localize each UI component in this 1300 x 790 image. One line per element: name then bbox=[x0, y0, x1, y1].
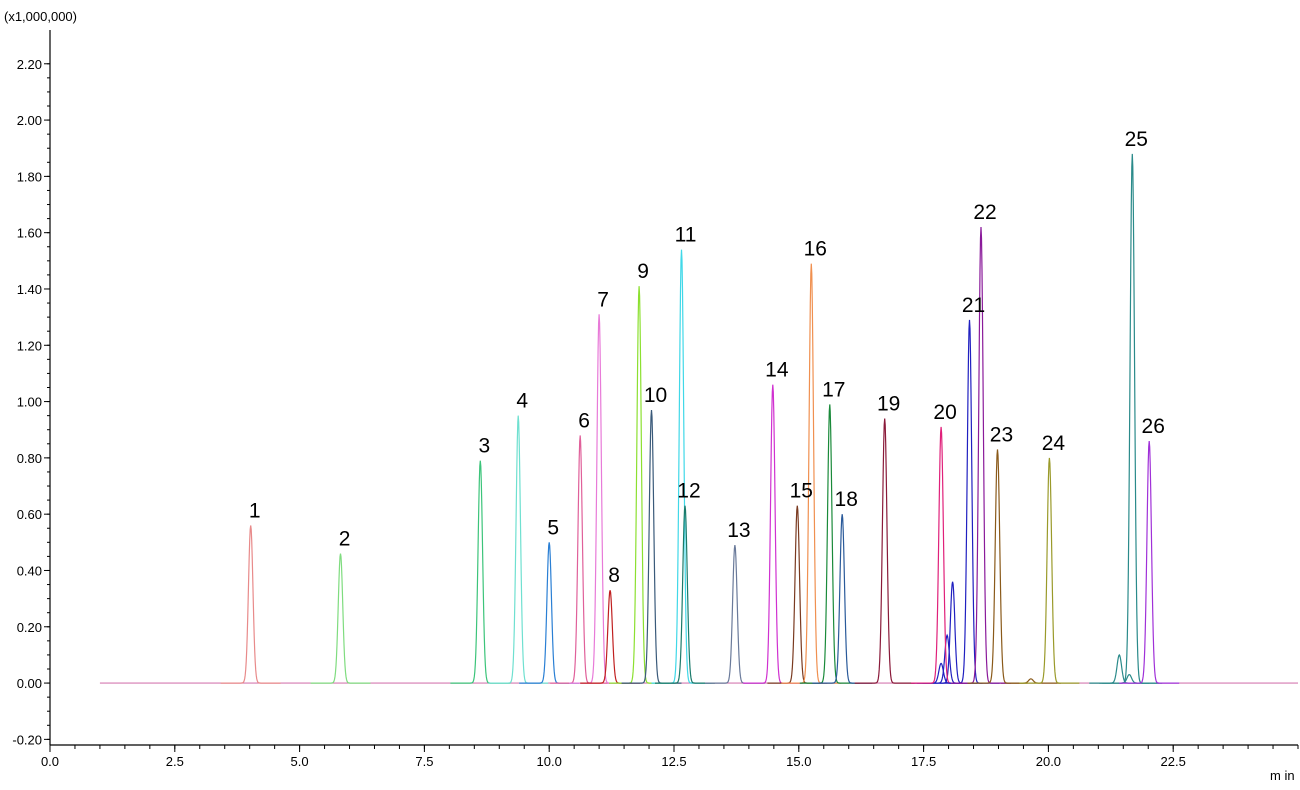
peak-trace-23 bbox=[967, 449, 1028, 684]
peak-label-8: 8 bbox=[608, 564, 620, 587]
peak-label-26: 26 bbox=[1142, 415, 1165, 438]
x-tick-label: 17.5 bbox=[911, 754, 936, 769]
x-tick-label: 15.0 bbox=[786, 754, 811, 769]
peak-label-3: 3 bbox=[478, 435, 490, 458]
peak-trace-16 bbox=[781, 263, 842, 684]
peak-trace-22 bbox=[951, 226, 1011, 684]
peak-label-18: 18 bbox=[835, 488, 858, 511]
peak-label-14: 14 bbox=[765, 359, 789, 382]
x-tick-label: 12.5 bbox=[661, 754, 686, 769]
y-tick-label: 1.20 bbox=[17, 338, 42, 353]
peak-trace-9 bbox=[609, 286, 669, 684]
peak-label-5: 5 bbox=[547, 516, 559, 539]
x-tick-label: 10.0 bbox=[537, 754, 562, 769]
minor-peak-trace bbox=[1099, 673, 1160, 684]
peak-label-9: 9 bbox=[637, 260, 649, 283]
x-unit-label: m in bbox=[1270, 768, 1295, 783]
y-multiplier-label: (x1,000,000) bbox=[4, 9, 77, 24]
peak-label-16: 16 bbox=[804, 238, 827, 261]
peak-label-24: 24 bbox=[1042, 432, 1066, 455]
peak-label-1: 1 bbox=[249, 499, 261, 522]
peak-trace-20 bbox=[911, 426, 971, 684]
peak-trace-2 bbox=[310, 553, 371, 684]
x-tick-label: 5.0 bbox=[291, 754, 309, 769]
peak-label-20: 20 bbox=[933, 401, 956, 424]
y-tick-label: 0.20 bbox=[17, 620, 42, 635]
peak-label-10: 10 bbox=[644, 384, 667, 407]
peak-trace-1 bbox=[220, 525, 281, 684]
x-tick-label: 2.5 bbox=[166, 754, 184, 769]
y-tick-label: 2.20 bbox=[17, 57, 42, 72]
x-tick-label: 20.0 bbox=[1036, 754, 1061, 769]
peak-label-15: 15 bbox=[790, 480, 813, 503]
minor-peak-trace bbox=[1089, 653, 1150, 684]
y-tick-label: 1.80 bbox=[17, 169, 42, 184]
peak-label-23: 23 bbox=[990, 423, 1013, 446]
peak-trace-21 bbox=[939, 319, 1000, 684]
y-tick-label: 0.60 bbox=[17, 507, 42, 522]
peak-trace-25 bbox=[1102, 153, 1163, 684]
y-tick-label: 1.60 bbox=[17, 226, 42, 241]
peak-label-25: 25 bbox=[1125, 128, 1148, 151]
peak-trace-8 bbox=[580, 590, 641, 684]
axes: -0.20 0.00 0.20 0.40 0.60 0.80 1.00 1.20 1.40 1.6… bbox=[12, 30, 1299, 769]
y-tick-label: 0.00 bbox=[17, 676, 42, 691]
peak-trace-10 bbox=[621, 409, 682, 684]
x-tick-label: 7.5 bbox=[415, 754, 433, 769]
peak-trace-26 bbox=[1119, 440, 1180, 684]
y-tick-label: 1.00 bbox=[17, 395, 42, 410]
peak-label-4: 4 bbox=[516, 390, 528, 413]
y-tick-label: 2.00 bbox=[17, 113, 42, 128]
minor-peak-trace bbox=[1001, 678, 1061, 684]
peak-trace-19 bbox=[854, 418, 915, 684]
y-tick-label: 1.40 bbox=[17, 282, 42, 297]
peak-label-22: 22 bbox=[973, 201, 996, 224]
peak-trace-5 bbox=[519, 542, 580, 684]
x-tick-label: 0.0 bbox=[41, 754, 59, 769]
peak-label-6: 6 bbox=[578, 409, 590, 432]
peak-trace-24 bbox=[1019, 457, 1080, 684]
y-tick-label: -0.20 bbox=[12, 732, 42, 747]
peak-label-12: 12 bbox=[677, 480, 700, 503]
peak-trace-4 bbox=[488, 415, 549, 684]
chromatogram-traces bbox=[99, 153, 1298, 684]
peak-label-19: 19 bbox=[877, 392, 900, 415]
peak-label-17: 17 bbox=[822, 378, 845, 401]
y-tick-label: 0.80 bbox=[17, 451, 42, 466]
peak-label-21: 21 bbox=[962, 294, 985, 317]
peak-label-11: 11 bbox=[675, 224, 697, 247]
peak-label-2: 2 bbox=[339, 528, 351, 551]
peak-trace-3 bbox=[450, 460, 511, 684]
y-tick-label: 0.40 bbox=[17, 563, 42, 578]
x-tick-label: 22.5 bbox=[1161, 754, 1186, 769]
peak-label-7: 7 bbox=[597, 288, 609, 311]
peak-trace-18 bbox=[812, 514, 873, 684]
peak-trace-13 bbox=[705, 545, 765, 684]
peak-label-13: 13 bbox=[727, 519, 750, 542]
